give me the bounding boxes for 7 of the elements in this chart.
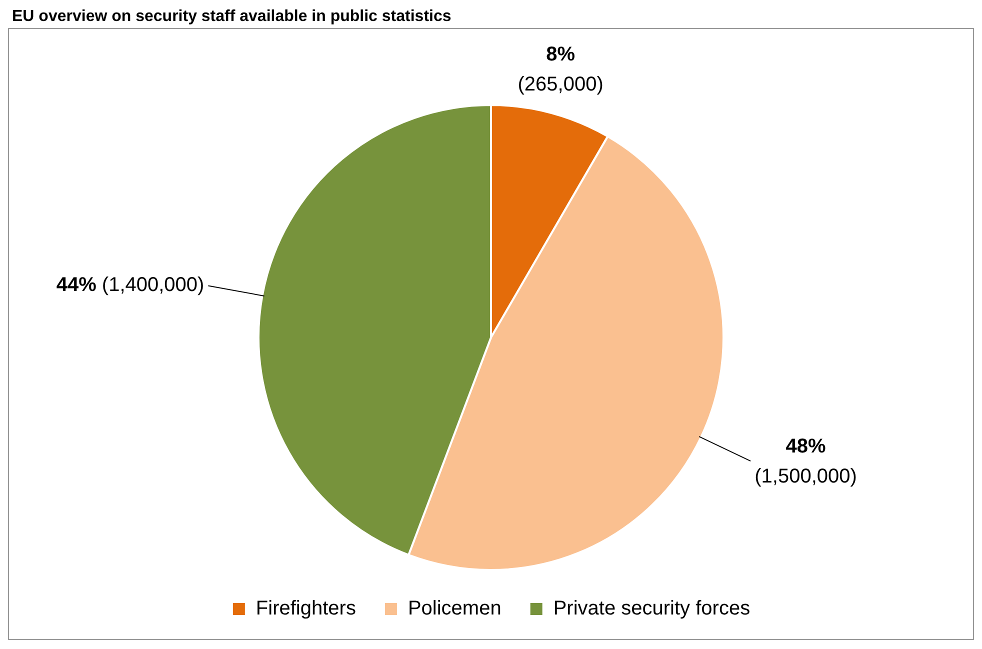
- legend-label: Private security forces: [553, 598, 750, 620]
- data-label: 44% (1,400,000): [56, 274, 204, 296]
- data-label: 48% (1,500,000): [754, 436, 857, 488]
- data-label: 8% (265,000): [518, 44, 604, 96]
- legend-label: Firefighters: [256, 598, 356, 620]
- legend-label: Policemen: [408, 598, 502, 620]
- chart-title: EU overview on security staff available in public statistics: [12, 8, 452, 26]
